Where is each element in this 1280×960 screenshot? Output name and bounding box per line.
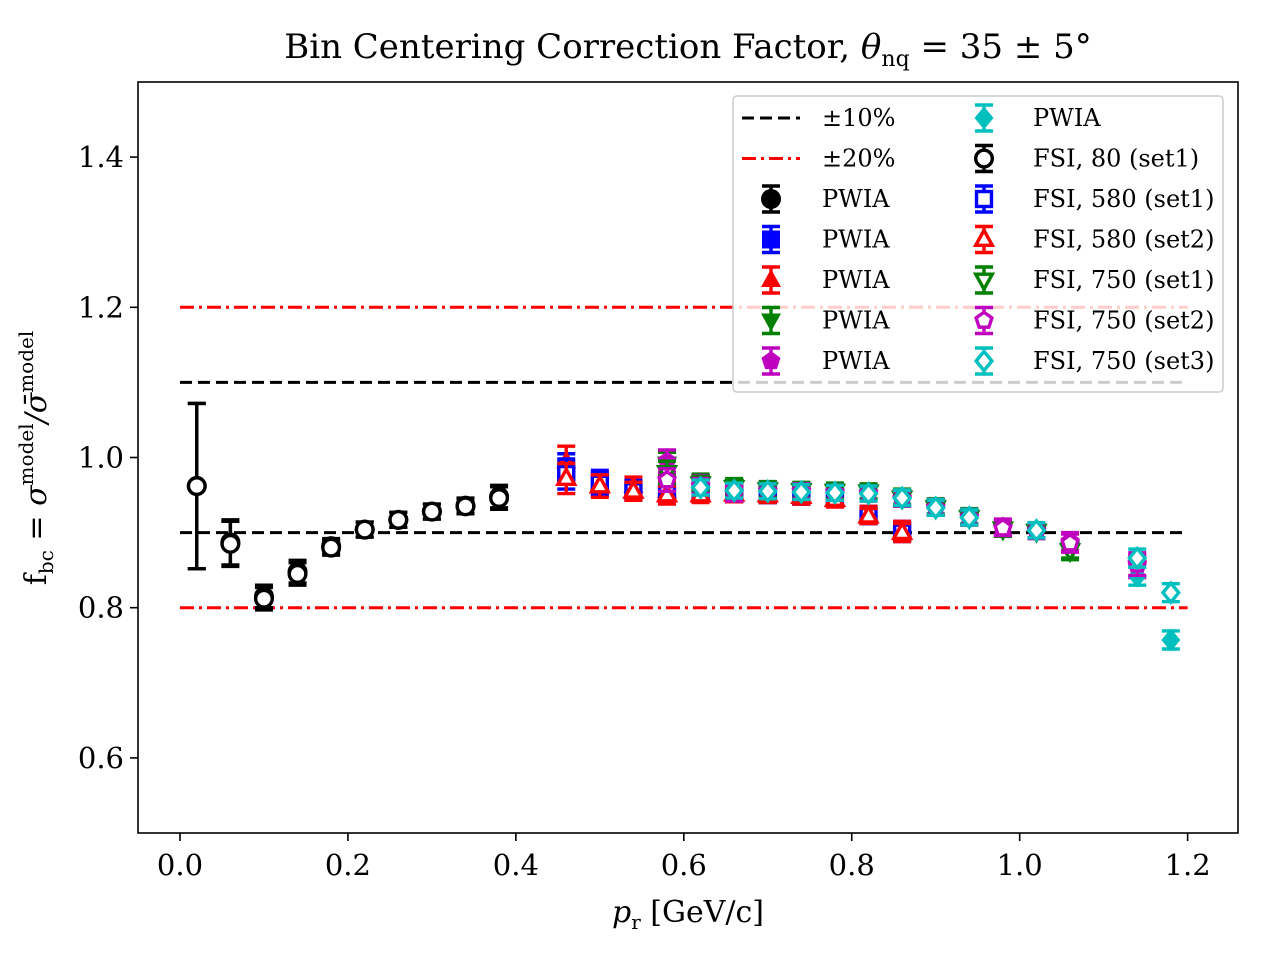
data-point — [489, 488, 510, 509]
data-point — [791, 479, 812, 505]
data-point — [253, 588, 274, 609]
legend-marker — [972, 272, 996, 293]
data-point — [1127, 545, 1148, 571]
data-point — [925, 495, 946, 521]
series-11 — [690, 475, 1181, 605]
legend-marker — [761, 269, 781, 287]
legend-label: FSI, 750 (set1) — [1033, 266, 1214, 294]
data-point — [757, 479, 778, 504]
data-point — [555, 465, 578, 487]
data-point — [455, 496, 476, 517]
legend-entry: FSI, 750 (set2) — [974, 305, 1214, 336]
legend-entry: PWIA — [761, 346, 890, 376]
data-point — [824, 480, 846, 506]
data-point — [857, 503, 880, 524]
data-point — [1161, 628, 1181, 652]
data-point — [321, 537, 342, 558]
x-tick-label: 0.2 — [325, 848, 371, 882]
data-point — [622, 478, 645, 499]
data-point — [959, 505, 980, 530]
legend-label: PWIA — [822, 307, 890, 335]
legend-entry: ±10% — [742, 104, 895, 132]
legend-entry: PWIA — [761, 184, 890, 214]
legend-marker — [974, 189, 994, 209]
legend-entry: FSI, 80 (set1) — [974, 143, 1199, 174]
legend-entry: FSI, 580 (set2) — [972, 224, 1214, 255]
legend-marker — [762, 230, 780, 249]
x-tick-label: 0.6 — [661, 848, 707, 882]
legend-label: PWIA — [1033, 104, 1101, 132]
data-point — [220, 533, 241, 554]
x-tick-label: 0.4 — [493, 848, 539, 882]
legend-marker — [974, 148, 995, 169]
data-point — [657, 469, 677, 489]
x-tick-label: 0.8 — [829, 848, 875, 882]
data-point — [690, 475, 711, 500]
axes-layer: 0.0 0.2 0.4 0.6 0.8 1.0 1.2 0.6 0.8 1.0 1.2 1.4 — [78, 140, 1211, 882]
data-point — [388, 509, 409, 530]
legend-label: PWIA — [822, 226, 890, 254]
legend-entry: PWIA — [762, 224, 890, 255]
legend-marker — [974, 310, 994, 329]
x-tick-label: 1.2 — [1165, 848, 1211, 882]
legend-entry: PWIA — [761, 305, 890, 336]
plot-layer — [179, 305, 1188, 652]
data-point — [858, 481, 879, 506]
y-axis-label: fbc = σmodel/σ̄model — [14, 331, 58, 586]
data-point — [1160, 580, 1181, 605]
legend-entry: ±20% — [742, 145, 895, 173]
legend-label: ±10% — [822, 104, 895, 132]
chart-title: Bin Centering Correction Factor, θnq = 3… — [284, 27, 1092, 72]
data-point — [1026, 518, 1047, 543]
y-tick-label: 0.6 — [78, 741, 124, 775]
data-point — [287, 563, 308, 584]
data-point — [992, 517, 1013, 537]
series-6 — [186, 401, 510, 612]
legend-marker — [761, 351, 781, 370]
data-point — [655, 482, 679, 503]
x-tick-label: 0.0 — [157, 848, 203, 882]
legend-marker — [973, 348, 995, 374]
legend-marker — [974, 106, 994, 130]
legend-entry: FSI, 750 (set1) — [972, 265, 1214, 295]
legend-label: FSI, 750 (set3) — [1033, 347, 1214, 375]
legend-label: FSI, 580 (set2) — [1033, 226, 1214, 254]
data-point — [892, 485, 913, 511]
data-point — [421, 501, 442, 522]
x-tick-label: 1.0 — [997, 848, 1043, 882]
legend-entry: PWIA — [974, 103, 1101, 133]
y-tick-label: 1.4 — [78, 140, 124, 174]
legend-label: FSI, 580 (set1) — [1033, 185, 1214, 213]
legend-label: FSI, 750 (set2) — [1033, 307, 1214, 335]
data-point — [890, 519, 914, 541]
legend: ±10% ±20% PWIA PWIA PWIA PWIA PWIA PWIA FSI, 80 … — [732, 95, 1224, 393]
legend-entry: FSI, 750 (set3) — [973, 346, 1214, 376]
data-point — [186, 476, 207, 497]
legend-entry: FSI, 580 (set1) — [974, 184, 1214, 214]
legend-label: ±20% — [822, 145, 895, 173]
legend-entries: ±10% ±20% PWIA PWIA PWIA PWIA PWIA PWIA FSI, 80 … — [742, 103, 1214, 376]
y-tick-label: 1.2 — [78, 290, 124, 324]
legend-label: PWIA — [822, 185, 890, 213]
data-point — [354, 519, 375, 540]
y-tick-label: 1.0 — [78, 441, 124, 475]
legend-label: PWIA — [822, 266, 890, 294]
x-axis-label: pr [GeV/c] — [612, 895, 764, 934]
legend-entry: PWIA — [761, 265, 890, 295]
data-point — [588, 473, 612, 494]
legend-marker — [972, 226, 996, 248]
legend-marker — [761, 189, 781, 209]
legend-label: FSI, 80 (set1) — [1033, 145, 1199, 173]
y-tick-label: 0.8 — [78, 591, 124, 625]
data-point — [1060, 532, 1080, 552]
legend-marker — [761, 313, 781, 332]
data-point — [724, 478, 745, 503]
legend-label: PWIA — [822, 347, 890, 375]
